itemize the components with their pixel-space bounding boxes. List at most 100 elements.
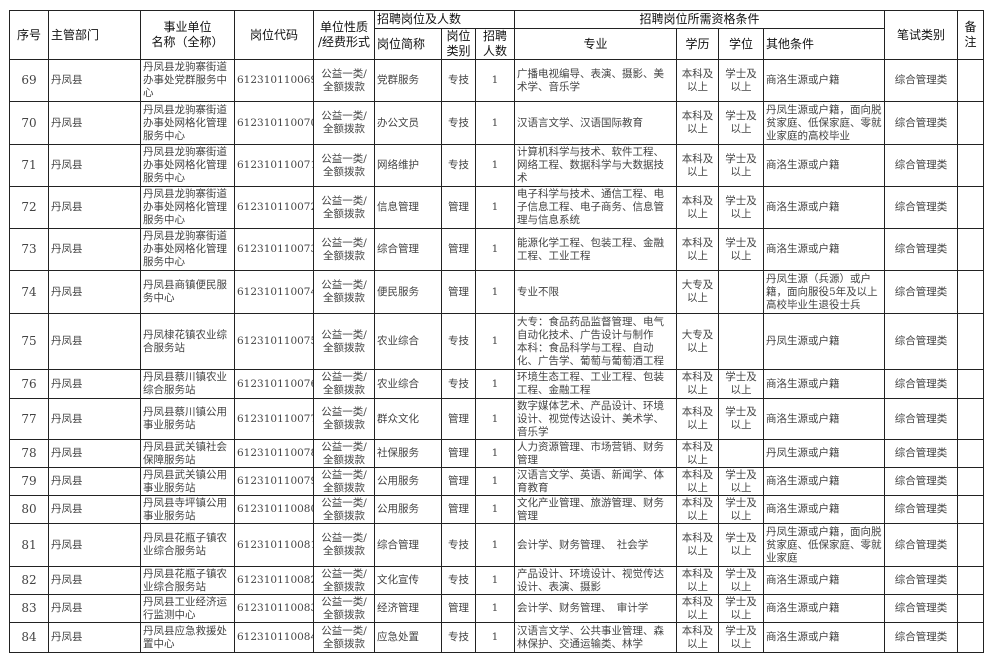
cell-pos-name: 农业综合 (374, 369, 442, 399)
cell-dept: 丹凤县 (48, 495, 141, 524)
cell-unit: 丹凤县工业经济运行监测中心 (140, 594, 235, 623)
cell-note (957, 59, 985, 102)
cell-exam: 综合管理类 (884, 495, 959, 524)
cell-nature: 公益一类/全额拨款 (313, 59, 375, 102)
cell-other: 丹凤生源（兵源）或户籍，面向服役5年及以上高校毕业生退役士兵 (762, 270, 886, 314)
cell-code: 612310110078 (234, 439, 314, 468)
cell-code: 612310110075 (234, 313, 314, 370)
cell-other: 丹凤生源或户籍 (762, 313, 886, 370)
cell-count: 1 (475, 270, 515, 314)
table-row: 70 丹凤县 丹凤县龙驹寨街道办事处网格化管理服务中心 612310110070 公益一… (9, 101, 985, 145)
header-exam: 笔试类别 (884, 10, 959, 60)
cell-other: 商洛生源或户籍 (762, 186, 886, 229)
cell-major: 汉语言文学、英语、新闻学、体育教育 (514, 467, 677, 496)
cell-seq: 82 (9, 566, 49, 595)
cell-unit: 丹凤县武关镇社会保障服务站 (140, 439, 235, 468)
cell-edu: 本科及以上 (676, 144, 719, 187)
cell-code: 612310110071 (234, 144, 314, 187)
cell-pos-type: 管理 (441, 439, 476, 468)
cell-exam: 综合管理类 (884, 186, 959, 229)
table-row: 83 丹凤县 丹凤县工业经济运行监测中心 612310110083 公益一类/全额拨款经… (9, 594, 985, 623)
cell-exam: 综合管理类 (884, 101, 959, 145)
cell-pos-name: 应急处置 (374, 622, 442, 653)
cell-dept: 丹凤县 (48, 594, 141, 623)
cell-nature: 公益一类/全额拨款 (313, 622, 375, 653)
cell-other: 商洛生源或户籍 (762, 495, 886, 524)
cell-seq: 84 (9, 622, 49, 653)
cell-note (957, 369, 985, 399)
header-other: 其他条件 (762, 28, 886, 60)
table-row: 77 丹凤县 丹凤县蔡川镇公用事业服务站 612310110077 公益一类/全额拨款群… (9, 398, 985, 440)
cell-code: 612310110084 (234, 622, 314, 653)
cell-exam: 综合管理类 (884, 622, 959, 653)
cell-pos-name: 农业综合 (374, 313, 442, 370)
cell-degree: 学士及以上 (718, 101, 764, 145)
cell-pos-name: 综合管理 (374, 228, 442, 271)
cell-count: 1 (475, 144, 515, 187)
cell-pos-type: 管理 (441, 398, 476, 440)
table-row: 69 丹凤县 丹凤县龙驹寨街道办事处党群服务中心 612310110069 公益一类/全… (9, 59, 985, 102)
cell-seq: 72 (9, 186, 49, 229)
header-note: 备 注 (957, 10, 985, 60)
cell-other: 丹凤生源或户籍，面向脱贫家庭、低保家庭、零就业家庭 (762, 523, 886, 567)
cell-edu: 本科及以上 (676, 186, 719, 229)
cell-major: 大专：食品药品监督管理、电气自动化技术、广告设计与制作 本科：食品科学与工程、自… (514, 313, 677, 370)
cell-unit: 丹凤县龙驹寨街道办事处党群服务中心 (140, 59, 235, 102)
table-row: 72 丹凤县 丹凤县龙驹寨街道办事处网格化管理服务中心 612310110072 公益一… (9, 186, 985, 229)
cell-exam: 综合管理类 (884, 59, 959, 102)
cell-other: 商洛生源或户籍 (762, 369, 886, 399)
cell-degree: 学士及以上 (718, 594, 764, 623)
cell-count: 1 (475, 186, 515, 229)
cell-degree: 学士及以上 (718, 523, 764, 567)
cell-code: 612310110076 (234, 369, 314, 399)
cell-seq: 81 (9, 523, 49, 567)
cell-edu: 本科及以上 (676, 622, 719, 653)
table-row: 81 丹凤县 丹凤县花瓶子镇农业综合服务站 612310110081 公益一类/全额拨款… (9, 523, 985, 567)
cell-unit: 丹凤县蔡川镇农业综合服务站 (140, 369, 235, 399)
cell-degree: 学士及以上 (718, 467, 764, 496)
cell-major: 广播电视编导、表演、摄影、美术学、音乐学 (514, 59, 677, 102)
cell-edu: 本科及以上 (676, 369, 719, 399)
cell-other: 商洛生源或户籍 (762, 59, 886, 102)
cell-count: 1 (475, 594, 515, 623)
cell-degree (718, 439, 764, 468)
cell-unit: 丹凤县龙驹寨街道办事处网格化管理服务中心 (140, 101, 235, 145)
cell-other: 商洛生源或户籍 (762, 566, 886, 595)
cell-degree: 学士及以上 (718, 566, 764, 595)
cell-dept: 丹凤县 (48, 313, 141, 370)
cell-major: 专业不限 (514, 270, 677, 314)
cell-major: 数字媒体艺术、产品设计、环境设计、视觉传达设计、美术学、音乐学 (514, 398, 677, 440)
cell-pos-type: 专技 (441, 144, 476, 187)
cell-count: 1 (475, 369, 515, 399)
cell-degree: 学士及以上 (718, 398, 764, 440)
cell-unit: 丹凤县龙驹寨街道办事处网格化管理服务中心 (140, 186, 235, 229)
cell-note (957, 144, 985, 187)
cell-dept: 丹凤县 (48, 369, 141, 399)
cell-seq: 70 (9, 101, 49, 145)
recruitment-table: 序号 主管部门 事业单位 名称（全称） 岗位代码 单位性质 /经费形式 招聘岗位… (9, 10, 985, 653)
table-row: 76 丹凤县 丹凤县蔡川镇农业综合服务站 612310110076 公益一类/全额拨款农… (9, 369, 985, 399)
cell-code: 612310110074 (234, 270, 314, 314)
cell-major: 会计学、财务管理、 社会学 (514, 523, 677, 567)
cell-pos-name: 便民服务 (374, 270, 442, 314)
cell-unit: 丹凤县商镇便民服务中心 (140, 270, 235, 314)
cell-edu: 本科及以上 (676, 523, 719, 567)
cell-count: 1 (475, 59, 515, 102)
cell-pos-name: 网络维护 (374, 144, 442, 187)
cell-other: 商洛生源或户籍 (762, 398, 886, 440)
cell-unit: 丹凤县龙驹寨街道办事处网格化管理服务中心 (140, 144, 235, 187)
cell-pos-name: 公用服务 (374, 467, 442, 496)
cell-exam: 综合管理类 (884, 369, 959, 399)
cell-pos-name: 社保服务 (374, 439, 442, 468)
cell-edu: 本科及以上 (676, 566, 719, 595)
cell-major: 能源化学工程、包装工程、金融工程、工业工程 (514, 228, 677, 271)
cell-note (957, 495, 985, 524)
cell-count: 1 (475, 313, 515, 370)
table-row: 84 丹凤县 丹凤县应急救援处置中心 612310110084 公益一类/全额拨款 应急处… (9, 622, 985, 653)
header-dept: 主管部门 (48, 10, 141, 60)
header-positions-group: 招聘岗位及人数 (374, 10, 515, 29)
cell-seq: 78 (9, 439, 49, 468)
cell-nature: 公益一类/全额拨款 (313, 566, 375, 595)
cell-other: 丹凤生源或户籍 (762, 439, 886, 468)
header-unit: 事业单位 名称（全称） (140, 10, 235, 60)
